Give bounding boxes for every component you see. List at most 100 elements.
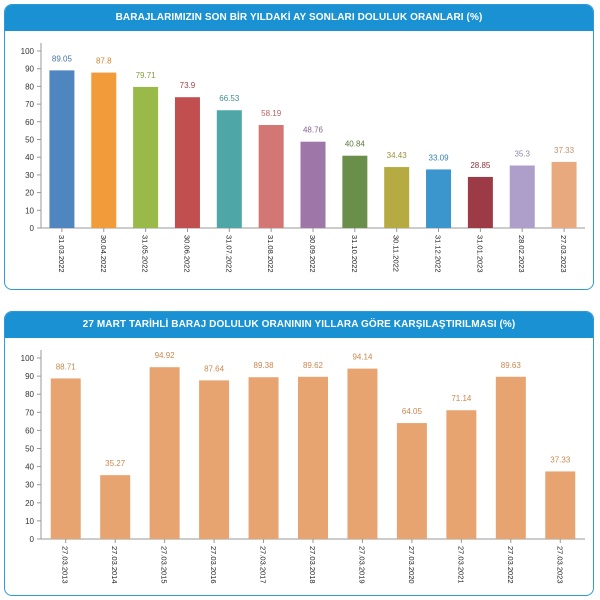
y-tick-label: 20 bbox=[25, 499, 34, 508]
x-tick-label: 27.03.2017 bbox=[259, 546, 268, 584]
x-tick-label: 30.04.2022 bbox=[99, 235, 108, 273]
yearly-comparison-bar-chart: 0 10 20 30 40 50 60 70 80 90 100 88.71 27.03.2013 35.… bbox=[21, 350, 585, 584]
bar bbox=[347, 368, 378, 539]
value-label: 89.05 bbox=[52, 54, 73, 63]
x-tick-label: 31.03.2022 bbox=[57, 235, 66, 273]
value-label: 37.33 bbox=[554, 146, 575, 155]
bar bbox=[298, 376, 328, 539]
value-label: 37.33 bbox=[550, 455, 571, 464]
x-tick-label: 31.07.2022 bbox=[224, 235, 233, 273]
x-tick-label: 27.03.2023 bbox=[559, 235, 568, 273]
x-tick-label: 27.03.2018 bbox=[308, 546, 317, 584]
value-label: 87.8 bbox=[96, 57, 112, 66]
value-label: 89.63 bbox=[501, 361, 522, 370]
bar bbox=[396, 423, 427, 539]
value-label: 94.92 bbox=[155, 351, 176, 360]
bar bbox=[50, 378, 81, 539]
value-label: 40.84 bbox=[345, 140, 366, 149]
y-tick-label: 60 bbox=[25, 426, 34, 435]
x-tick-label: 30.06.2022 bbox=[182, 235, 191, 273]
bar bbox=[467, 176, 493, 228]
y-tick-label: 100 bbox=[21, 354, 35, 363]
x-tick-label: 27.03.2019 bbox=[357, 546, 366, 584]
chart-panel-monthly: BARAJLARIMIZIN SON BİR YILDAKİ AY SONLAR… bbox=[4, 4, 594, 290]
value-label: 87.64 bbox=[204, 364, 225, 373]
chart-panel-yearly: 27 MART TARİHLİ BARAJ DOLULUK ORANININ Y… bbox=[4, 311, 594, 596]
bar bbox=[426, 169, 452, 228]
value-label: 66.53 bbox=[219, 94, 240, 103]
value-label: 48.76 bbox=[303, 126, 324, 135]
y-tick-label: 90 bbox=[25, 372, 34, 381]
bar bbox=[384, 167, 410, 228]
bar bbox=[174, 97, 200, 229]
y-tick-label: 70 bbox=[25, 408, 34, 417]
x-tick-label: 27.03.2015 bbox=[160, 546, 169, 584]
bar bbox=[300, 141, 326, 228]
y-tick-label: 10 bbox=[25, 206, 34, 215]
value-label: 94.14 bbox=[352, 353, 373, 362]
x-tick-label: 31.08.2022 bbox=[266, 235, 275, 273]
y-tick-label: 80 bbox=[25, 390, 34, 399]
value-label: 88.71 bbox=[56, 362, 77, 371]
x-tick-label: 31.05.2022 bbox=[141, 235, 150, 273]
y-tick-label: 40 bbox=[25, 463, 34, 472]
value-label: 89.62 bbox=[303, 361, 324, 370]
chart-title: BARAJLARIMIZIN SON BİR YILDAKİ AY SONLAR… bbox=[5, 5, 593, 31]
y-tick-label: 0 bbox=[30, 535, 35, 544]
x-tick-label: 30.11.2022 bbox=[392, 235, 401, 272]
y-tick-label: 30 bbox=[25, 481, 34, 490]
y-tick-label: 20 bbox=[25, 189, 34, 198]
y-tick-label: 70 bbox=[25, 100, 34, 109]
bar bbox=[551, 161, 577, 228]
x-tick-label: 27.03.2016 bbox=[209, 546, 218, 584]
value-label: 35.3 bbox=[514, 150, 530, 159]
value-label: 71.14 bbox=[451, 394, 472, 403]
bar bbox=[100, 475, 131, 539]
y-tick-label: 50 bbox=[25, 136, 34, 145]
bar bbox=[545, 471, 576, 539]
x-tick-label: 31.12.2022 bbox=[434, 235, 443, 273]
x-tick-label: 31.01.2023 bbox=[475, 235, 484, 273]
value-label: 34.43 bbox=[387, 151, 408, 160]
bar bbox=[342, 155, 368, 228]
value-label: 73.9 bbox=[180, 81, 196, 90]
bar bbox=[149, 367, 180, 539]
bar bbox=[495, 376, 526, 539]
bar bbox=[509, 165, 535, 228]
y-tick-label: 0 bbox=[30, 224, 35, 233]
monthly-occupancy-bar-chart: 0 10 20 30 40 50 60 70 80 90 100 89.05 31.03.2022 87.… bbox=[21, 43, 585, 273]
y-tick-label: 90 bbox=[25, 65, 34, 74]
chart-title: 27 MART TARİHLİ BARAJ DOLULUK ORANININ Y… bbox=[5, 312, 593, 338]
bar bbox=[216, 110, 242, 228]
y-tick-label: 50 bbox=[25, 445, 34, 454]
x-tick-label: 30.09.2022 bbox=[308, 235, 317, 273]
y-tick-label: 10 bbox=[25, 517, 34, 526]
y-tick-label: 60 bbox=[25, 118, 34, 127]
bar bbox=[258, 125, 284, 228]
bar bbox=[199, 380, 230, 539]
value-label: 35.27 bbox=[105, 459, 126, 468]
value-label: 28.85 bbox=[470, 161, 491, 170]
value-label: 79.71 bbox=[136, 71, 157, 80]
bar bbox=[248, 377, 279, 539]
y-tick-label: 80 bbox=[25, 82, 34, 91]
value-label: 64.05 bbox=[402, 407, 423, 416]
y-tick-label: 30 bbox=[25, 171, 34, 180]
x-tick-label: 27.03.2020 bbox=[407, 546, 416, 584]
value-label: 58.19 bbox=[261, 109, 282, 118]
bar bbox=[133, 86, 159, 228]
y-tick-label: 40 bbox=[25, 153, 34, 162]
x-tick-label: 27.03.2014 bbox=[110, 546, 119, 584]
bar bbox=[446, 410, 477, 539]
x-tick-label: 31.10.2022 bbox=[350, 235, 359, 273]
x-tick-label: 27.03.2021 bbox=[456, 546, 465, 584]
x-tick-label: 27.03.2022 bbox=[506, 546, 515, 584]
x-tick-label: 27.03.2023 bbox=[555, 546, 564, 584]
bar bbox=[49, 70, 75, 228]
x-tick-label: 27.03.2013 bbox=[61, 546, 70, 584]
x-tick-label: 28.02.2023 bbox=[517, 235, 526, 273]
y-tick-label: 100 bbox=[21, 47, 35, 56]
value-label: 33.09 bbox=[429, 153, 450, 162]
value-label: 89.38 bbox=[254, 361, 275, 370]
bar bbox=[91, 72, 117, 229]
